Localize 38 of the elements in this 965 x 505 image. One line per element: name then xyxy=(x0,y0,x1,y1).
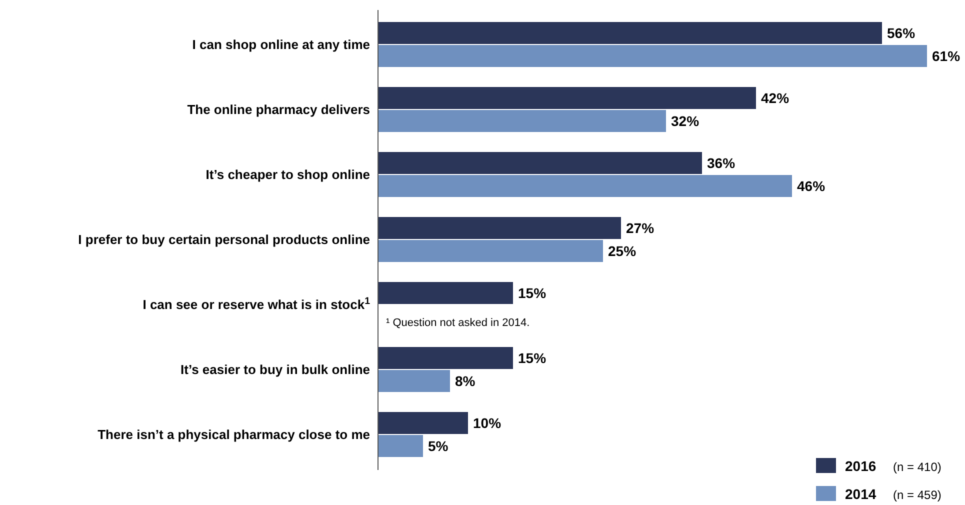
y-tick-label: The online pharmacy delivers xyxy=(187,102,370,117)
data-label: 27% xyxy=(626,220,655,236)
bar xyxy=(378,347,513,369)
annotation: ¹ Question not asked in 2014. xyxy=(386,317,530,329)
bar xyxy=(378,435,423,457)
y-tick-label: It’s easier to buy in bulk online xyxy=(180,362,370,377)
y-tick-label: It’s cheaper to shop online xyxy=(206,167,370,182)
bar xyxy=(378,87,756,109)
bar xyxy=(378,240,603,262)
data-label: 56% xyxy=(887,25,916,41)
data-label: 46% xyxy=(797,178,826,194)
data-label: 15% xyxy=(518,350,547,366)
bar xyxy=(378,217,621,239)
bar xyxy=(378,152,702,174)
annotation: (n = 410) xyxy=(893,460,942,474)
data-label: 5% xyxy=(428,438,449,454)
data-label: 32% xyxy=(671,113,700,129)
data-label: 42% xyxy=(761,90,790,106)
y-tick-label: I can see or reserve what is in stock$^{1}$ xyxy=(142,296,371,312)
bar xyxy=(378,282,513,304)
text: (n = 459) xyxy=(893,488,942,502)
bar xyxy=(378,412,468,434)
bar xyxy=(378,370,450,392)
legend-label: 2014 xyxy=(845,486,876,502)
bar xyxy=(378,22,882,44)
legend-label: 2016 xyxy=(845,458,876,474)
data-label: 15% xyxy=(518,285,547,301)
bar xyxy=(378,45,927,67)
data-label: 10% xyxy=(473,415,502,431)
bar xyxy=(378,110,666,132)
y-tick-label: I prefer to buy certain personal products online xyxy=(78,232,370,247)
y-tick-label: There isn’t a physical pharmacy close to me xyxy=(98,427,370,442)
y-tick-label: I can shop online at any time xyxy=(192,37,370,52)
data-label: 36% xyxy=(707,155,736,171)
data-label: 61% xyxy=(932,48,961,64)
bar xyxy=(378,175,792,197)
data-label: 25% xyxy=(608,243,637,259)
data-label: 8% xyxy=(455,373,476,389)
